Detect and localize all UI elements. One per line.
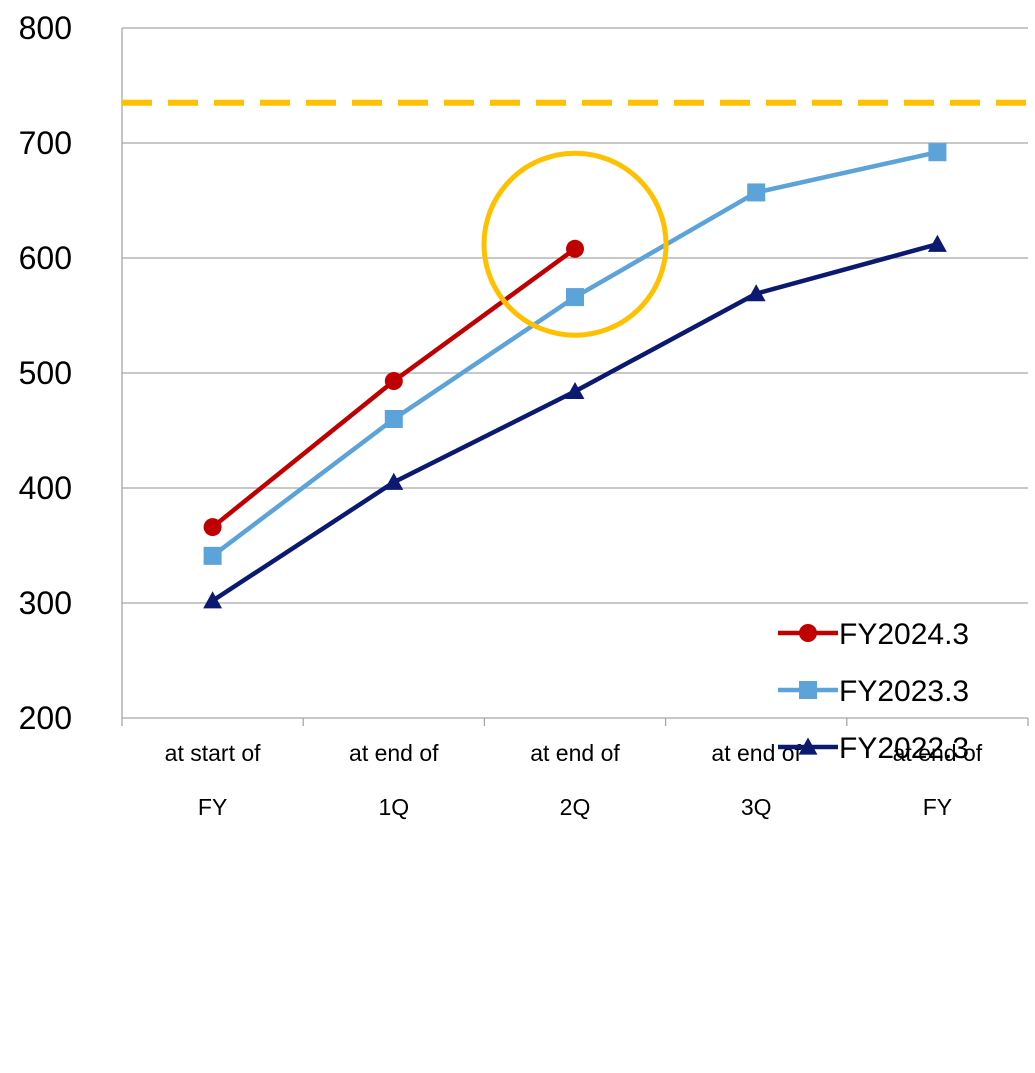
x-tick-label: at end of [349, 740, 439, 766]
data-point-triangle [203, 591, 223, 609]
x-axis-ticks: at start of FY at end of 1Q at end of 2Q at en… [165, 740, 983, 820]
y-tick-label-400: 400 [19, 470, 72, 506]
x-tick-label: at start of [165, 740, 261, 766]
data-point-square [384, 410, 403, 428]
legend-label: FY2024.3 [839, 618, 969, 651]
data-point-triangle [746, 284, 766, 302]
axes [121, 28, 1029, 726]
data-point-triangle [798, 737, 818, 755]
series-line-fy2023-3 [211, 150, 938, 558]
data-point-circle [203, 518, 222, 537]
y-axis-ticks: 200 300 400 500 600 700 800 [19, 10, 72, 736]
y-tick-label-300: 300 [19, 585, 72, 621]
data-point-circle [384, 372, 403, 391]
x-tick-label: FY [923, 794, 952, 820]
series-fy2024-3 [203, 239, 584, 537]
data-point-triangle [384, 472, 404, 490]
y-tick-label-600: 600 [19, 240, 72, 276]
legend-label: FY2022.3 [839, 732, 969, 765]
y-tick-label-200: 200 [19, 700, 72, 736]
data-point-circle [566, 239, 584, 258]
data-point-triangle [565, 381, 585, 400]
x-tick-label: at end of [530, 740, 620, 766]
data-point-square [566, 288, 584, 307]
series-layer [203, 143, 947, 609]
x-tick-label: 2Q [560, 794, 591, 820]
data-point-square [747, 183, 766, 202]
x-tick-label: 3Q [741, 794, 772, 820]
legend-entry-fy2022-3: FY2022.3 [778, 732, 969, 765]
data-point-circle [799, 624, 817, 642]
data-point-square [799, 681, 817, 699]
x-tick-label: at end of [893, 740, 983, 766]
x-tick-label: 1Q [378, 794, 409, 820]
data-point-square [928, 143, 947, 162]
legend-label: FY2023.3 [839, 675, 969, 708]
x-tick-label: at end of [711, 740, 801, 766]
highlight-circle [481, 150, 669, 338]
gridlines [122, 27, 1028, 604]
series-fy2022-3 [203, 234, 947, 609]
data-point-square [203, 546, 222, 565]
y-tick-label-700: 700 [19, 125, 72, 161]
legend-entry-fy2023-3: FY2023.3 [778, 675, 969, 708]
x-tick-label: FY [198, 794, 227, 820]
highlight-layer [481, 150, 669, 338]
legend: FY2024.3 FY2023.3 FY2022.3 [778, 618, 969, 765]
legend-entry-fy2024-3: FY2024.3 [778, 618, 969, 651]
series-fy2023-3 [203, 143, 947, 565]
y-tick-label-800: 800 [19, 10, 72, 46]
y-tick-label-500: 500 [19, 355, 72, 391]
data-point-triangle [927, 234, 947, 252]
